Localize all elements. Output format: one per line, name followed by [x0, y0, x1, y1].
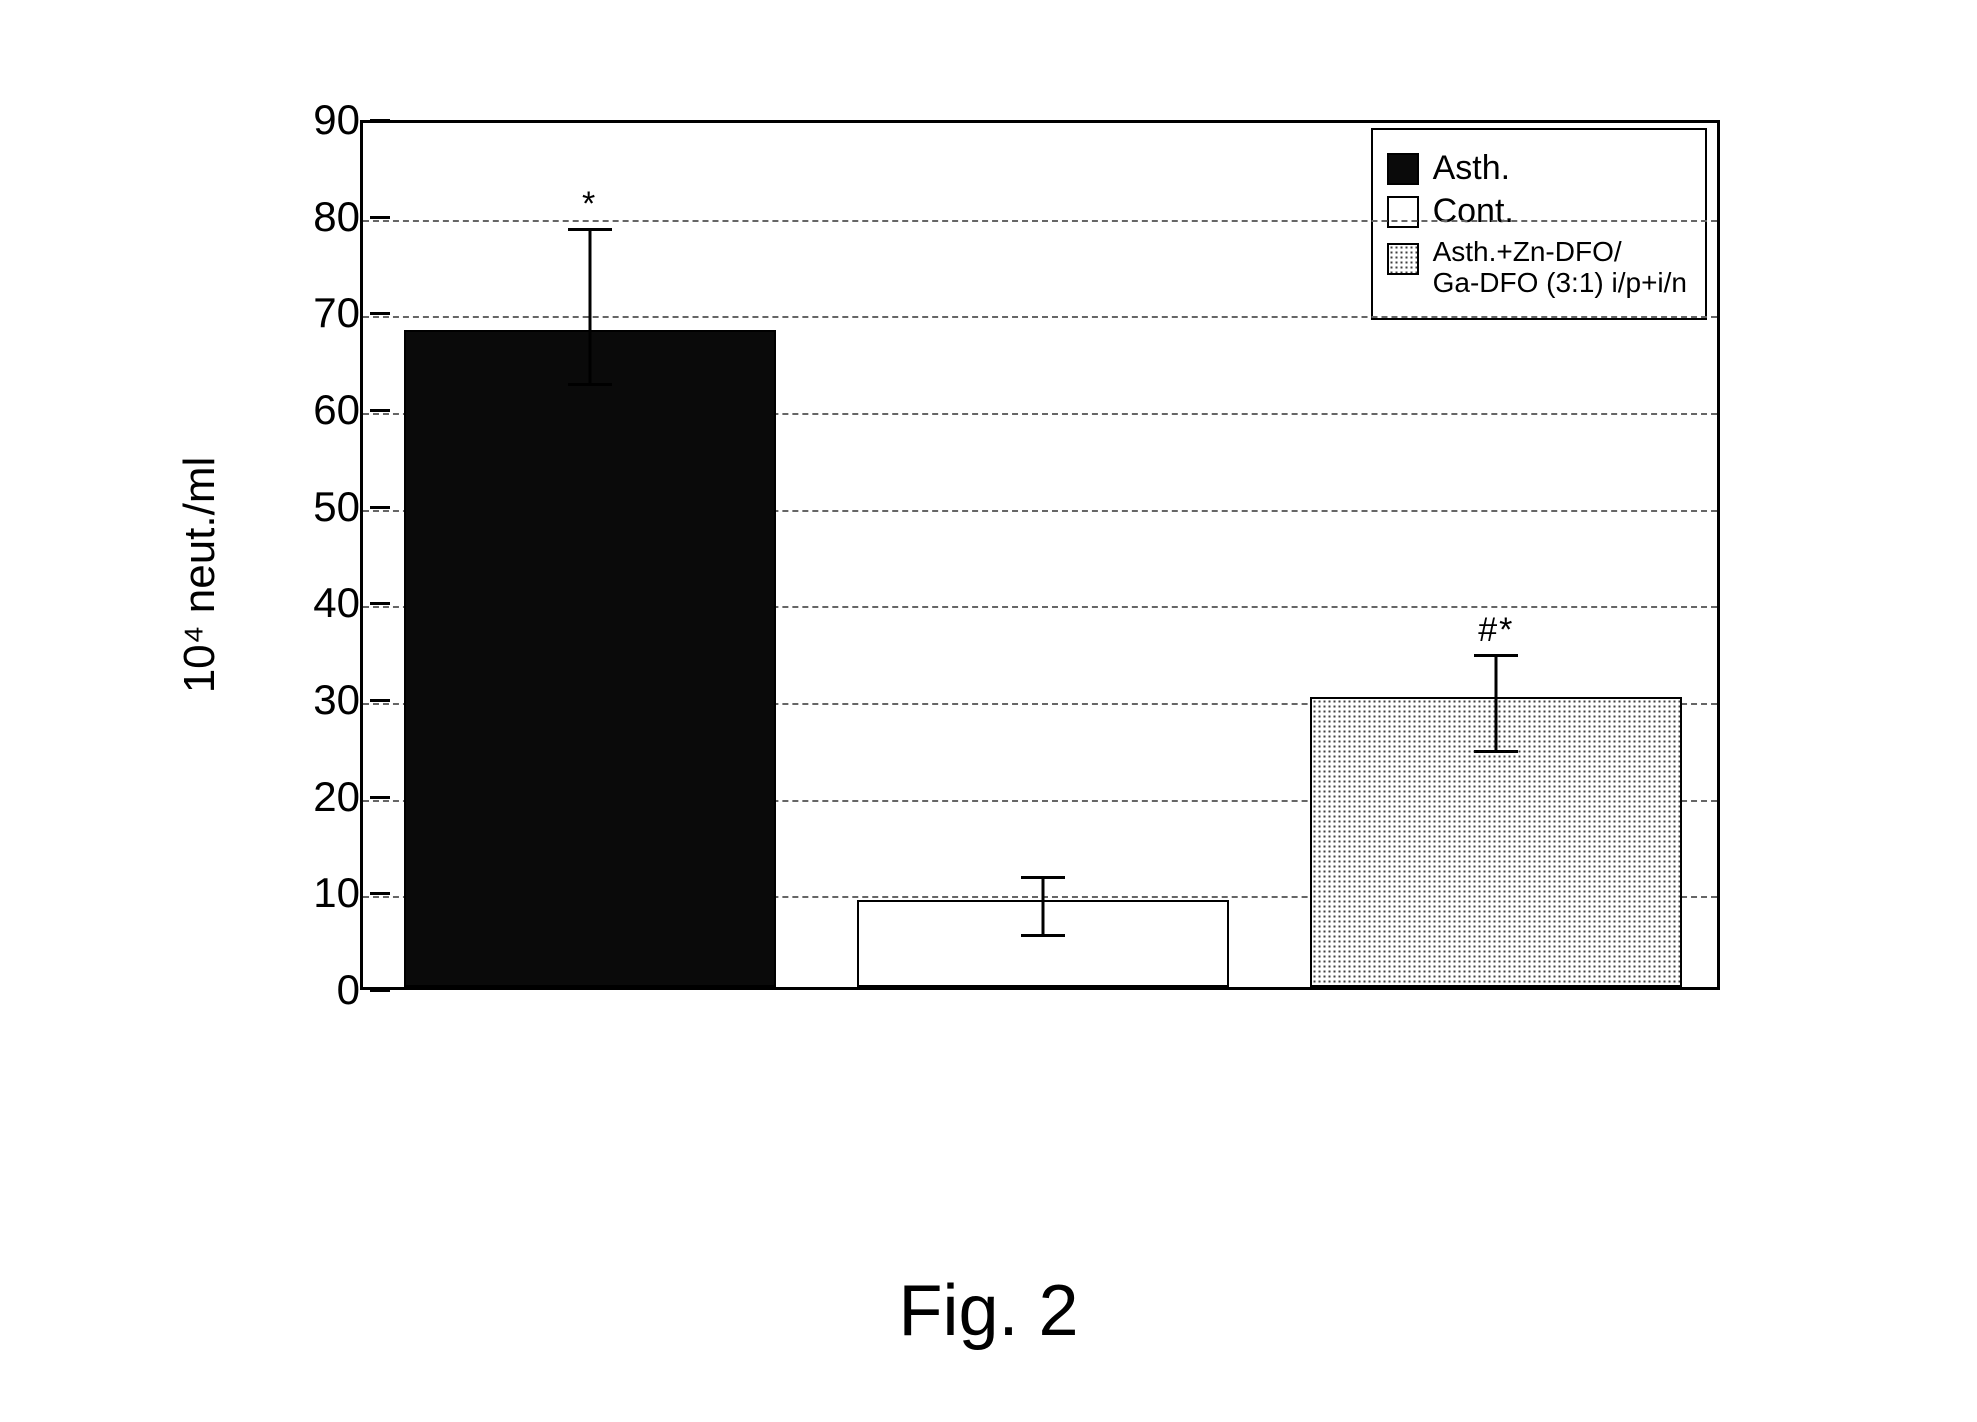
gridline [363, 220, 1717, 222]
y-tick-label: 90 [280, 96, 360, 144]
y-tick [370, 796, 390, 799]
y-tick-label: 70 [280, 289, 360, 337]
plot-area: Asth. Cont. Asth.+Zn-DFO/ Ga-DFO (3:1) i… [360, 120, 1720, 990]
error-bar [1042, 877, 1045, 935]
y-tick-label: 10 [280, 869, 360, 917]
y-tick-label: 80 [280, 193, 360, 241]
error-bar [1495, 655, 1498, 752]
y-tick [370, 119, 390, 122]
significance-marker: * [582, 185, 597, 224]
legend-item-asth: Asth. [1387, 150, 1687, 187]
legend-item-cont: Cont. [1387, 193, 1687, 230]
error-cap [1021, 876, 1065, 879]
y-tick-label: 20 [280, 773, 360, 821]
error-cap [1021, 934, 1065, 937]
y-tick [370, 506, 390, 509]
y-tick-label: 50 [280, 483, 360, 531]
legend-label-line2: Ga-DFO (3:1) i/p+i/n [1433, 268, 1687, 299]
gridline [363, 316, 1717, 318]
legend-swatch-white [1387, 196, 1419, 228]
legend-swatch-dotted [1387, 243, 1419, 275]
bar-asth [404, 330, 776, 987]
y-tick-label: 30 [280, 676, 360, 724]
y-tick [370, 989, 390, 992]
legend: Asth. Cont. Asth.+Zn-DFO/ Ga-DFO (3:1) i… [1371, 128, 1707, 320]
y-tick-label: 40 [280, 579, 360, 627]
error-cap [1474, 654, 1518, 657]
y-tick [370, 312, 390, 315]
legend-label-line1: Asth.+Zn-DFO/ [1433, 237, 1687, 268]
significance-marker: #* [1478, 611, 1514, 650]
y-tick-label: 0 [280, 966, 360, 1014]
error-bar [588, 229, 591, 384]
y-tick [370, 602, 390, 605]
error-cap [1474, 750, 1518, 753]
y-tick [370, 216, 390, 219]
legend-swatch-solid [1387, 153, 1419, 185]
legend-item-treat: Asth.+Zn-DFO/ Ga-DFO (3:1) i/p+i/n [1387, 237, 1687, 299]
y-tick-label: 60 [280, 386, 360, 434]
chart-container: 10⁴ neut./ml Asth. Cont. Asth.+Zn-DFO/ G… [160, 90, 1760, 1090]
error-cap [568, 228, 612, 231]
y-tick [370, 409, 390, 412]
y-axis-title: 10⁴ neut./ml [175, 457, 225, 694]
y-tick [370, 699, 390, 702]
error-cap [568, 383, 612, 386]
legend-label: Asth. [1433, 150, 1510, 187]
figure-caption: Fig. 2 [898, 1270, 1078, 1352]
y-tick [370, 892, 390, 895]
legend-label: Asth.+Zn-DFO/ Ga-DFO (3:1) i/p+i/n [1433, 237, 1687, 299]
legend-label: Cont. [1433, 193, 1514, 230]
